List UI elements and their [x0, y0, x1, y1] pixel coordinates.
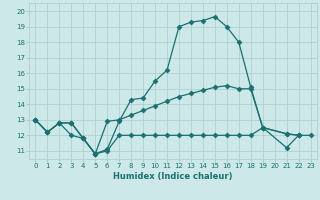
- X-axis label: Humidex (Indice chaleur): Humidex (Indice chaleur): [113, 172, 233, 181]
